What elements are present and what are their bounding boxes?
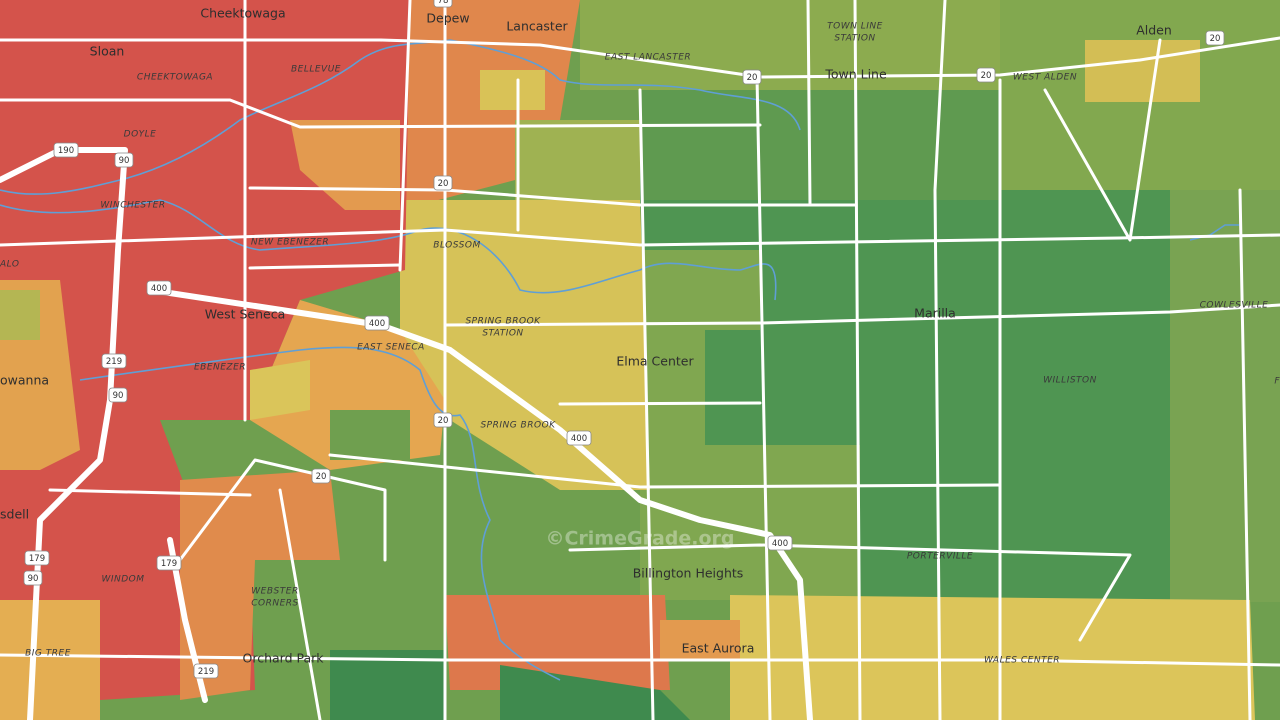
place-label: sdell xyxy=(0,507,29,522)
zone xyxy=(0,290,40,340)
place-label: EAST LANCASTER xyxy=(605,53,691,63)
shield xyxy=(433,0,453,8)
shield-number: 400 xyxy=(772,539,788,549)
place-label: Billington Heights xyxy=(633,566,744,581)
shield-number: 20 xyxy=(747,73,758,83)
zone xyxy=(515,120,640,210)
place-label: CHEEKTOWAGA xyxy=(137,73,213,83)
shield xyxy=(433,412,453,428)
place-label: BIG TREE xyxy=(25,649,71,659)
place-label: SPRING BROOK xyxy=(465,317,541,327)
zone xyxy=(1170,190,1280,602)
place-label: Sloan xyxy=(90,44,125,59)
place-label: CORNERS xyxy=(251,599,299,609)
place-label: ALO xyxy=(0,260,19,270)
place-label: WINDOM xyxy=(101,575,144,585)
place-label: Cheektowaga xyxy=(200,6,285,21)
watermark: ©CrimeGrade.org xyxy=(545,528,734,550)
shield-number: 78 xyxy=(438,0,449,6)
place-label: WILLISTON xyxy=(1043,376,1097,386)
shield-number: 20 xyxy=(438,179,449,189)
place-label: SPRING BROOK xyxy=(480,421,556,431)
zone xyxy=(290,120,400,210)
place-label: West Seneca xyxy=(205,307,285,322)
shield xyxy=(24,550,50,566)
shield xyxy=(767,535,793,551)
place-label: NEW EBENEZER xyxy=(251,238,329,248)
place-label: EBENEZER xyxy=(194,363,246,373)
shield xyxy=(101,353,127,369)
shield xyxy=(364,315,390,331)
place-label: F xyxy=(1274,377,1280,387)
place-label: Marilla xyxy=(914,306,956,321)
shield-number: 90 xyxy=(113,391,124,401)
place-label: WINCHESTER xyxy=(100,201,165,211)
place-label: Town Line xyxy=(824,67,887,82)
place-label: BELLEVUE xyxy=(291,65,341,75)
place-label: STATION xyxy=(834,34,875,44)
place-label: East Aurora xyxy=(682,641,755,656)
place-label: owanna xyxy=(0,373,49,388)
place-label: EAST SENECA xyxy=(357,343,425,353)
zone xyxy=(330,650,445,720)
creek xyxy=(79,346,561,681)
place-label: TOWN LINE xyxy=(827,22,883,32)
place-labels: Cheektowaga Depew Lancaster Sloan CHEEKT… xyxy=(0,6,1280,666)
shield xyxy=(311,468,331,484)
shield xyxy=(23,570,43,586)
zone xyxy=(250,360,310,420)
shield-number: 400 xyxy=(369,319,385,329)
shield xyxy=(433,175,453,191)
zone xyxy=(500,665,690,720)
shield xyxy=(114,152,134,168)
shield xyxy=(146,280,172,296)
zone xyxy=(0,600,100,720)
shield xyxy=(53,142,79,158)
creek xyxy=(0,39,801,195)
shield-number: 219 xyxy=(198,667,214,677)
shield xyxy=(108,387,128,403)
zone xyxy=(330,410,410,460)
zone xyxy=(480,70,545,110)
shield-number: 90 xyxy=(119,156,130,166)
place-label: Depew xyxy=(426,11,469,26)
place-label: BLOSSOM xyxy=(433,241,480,251)
place-label: PORTERVILLE xyxy=(907,552,973,562)
zone xyxy=(640,250,860,600)
place-label: COWLESVILLE xyxy=(1200,301,1269,311)
zone xyxy=(0,0,410,720)
shield xyxy=(1205,30,1225,46)
shield xyxy=(976,67,996,83)
zone xyxy=(180,470,340,700)
place-label: Lancaster xyxy=(506,19,568,34)
shield-number: 190 xyxy=(58,146,74,156)
place-label: Alden xyxy=(1136,23,1172,38)
shield-number: 20 xyxy=(316,472,327,482)
shield-number: 20 xyxy=(1210,34,1221,44)
shield xyxy=(193,663,219,679)
zone xyxy=(660,620,740,660)
place-label: Orchard Park xyxy=(243,651,325,666)
place-label: WEST ALDEN xyxy=(1013,73,1077,83)
shield-number: 400 xyxy=(571,434,587,444)
shield xyxy=(742,69,762,85)
shield-number: 400 xyxy=(151,284,167,294)
shield xyxy=(156,555,182,571)
place-label: WALES CENTER xyxy=(984,656,1060,666)
shield-number: 179 xyxy=(161,559,177,569)
place-label: WEBSTER xyxy=(251,587,298,597)
shield-number: 90 xyxy=(28,574,39,584)
place-label: STATION xyxy=(482,329,523,339)
shield-number: 179 xyxy=(29,554,45,564)
shield-number: 20 xyxy=(981,71,992,81)
place-label: Elma Center xyxy=(616,354,694,369)
shield-number: 20 xyxy=(438,416,449,426)
zone xyxy=(640,90,1000,200)
shield xyxy=(566,430,592,446)
route-shields: 78 20 20 20 190 90 20 400 400 219 90 20 400 20 400 179 1… xyxy=(23,0,1225,679)
zone xyxy=(1085,40,1200,102)
shield-number: 219 xyxy=(106,357,122,367)
place-label: DOYLE xyxy=(124,130,157,140)
